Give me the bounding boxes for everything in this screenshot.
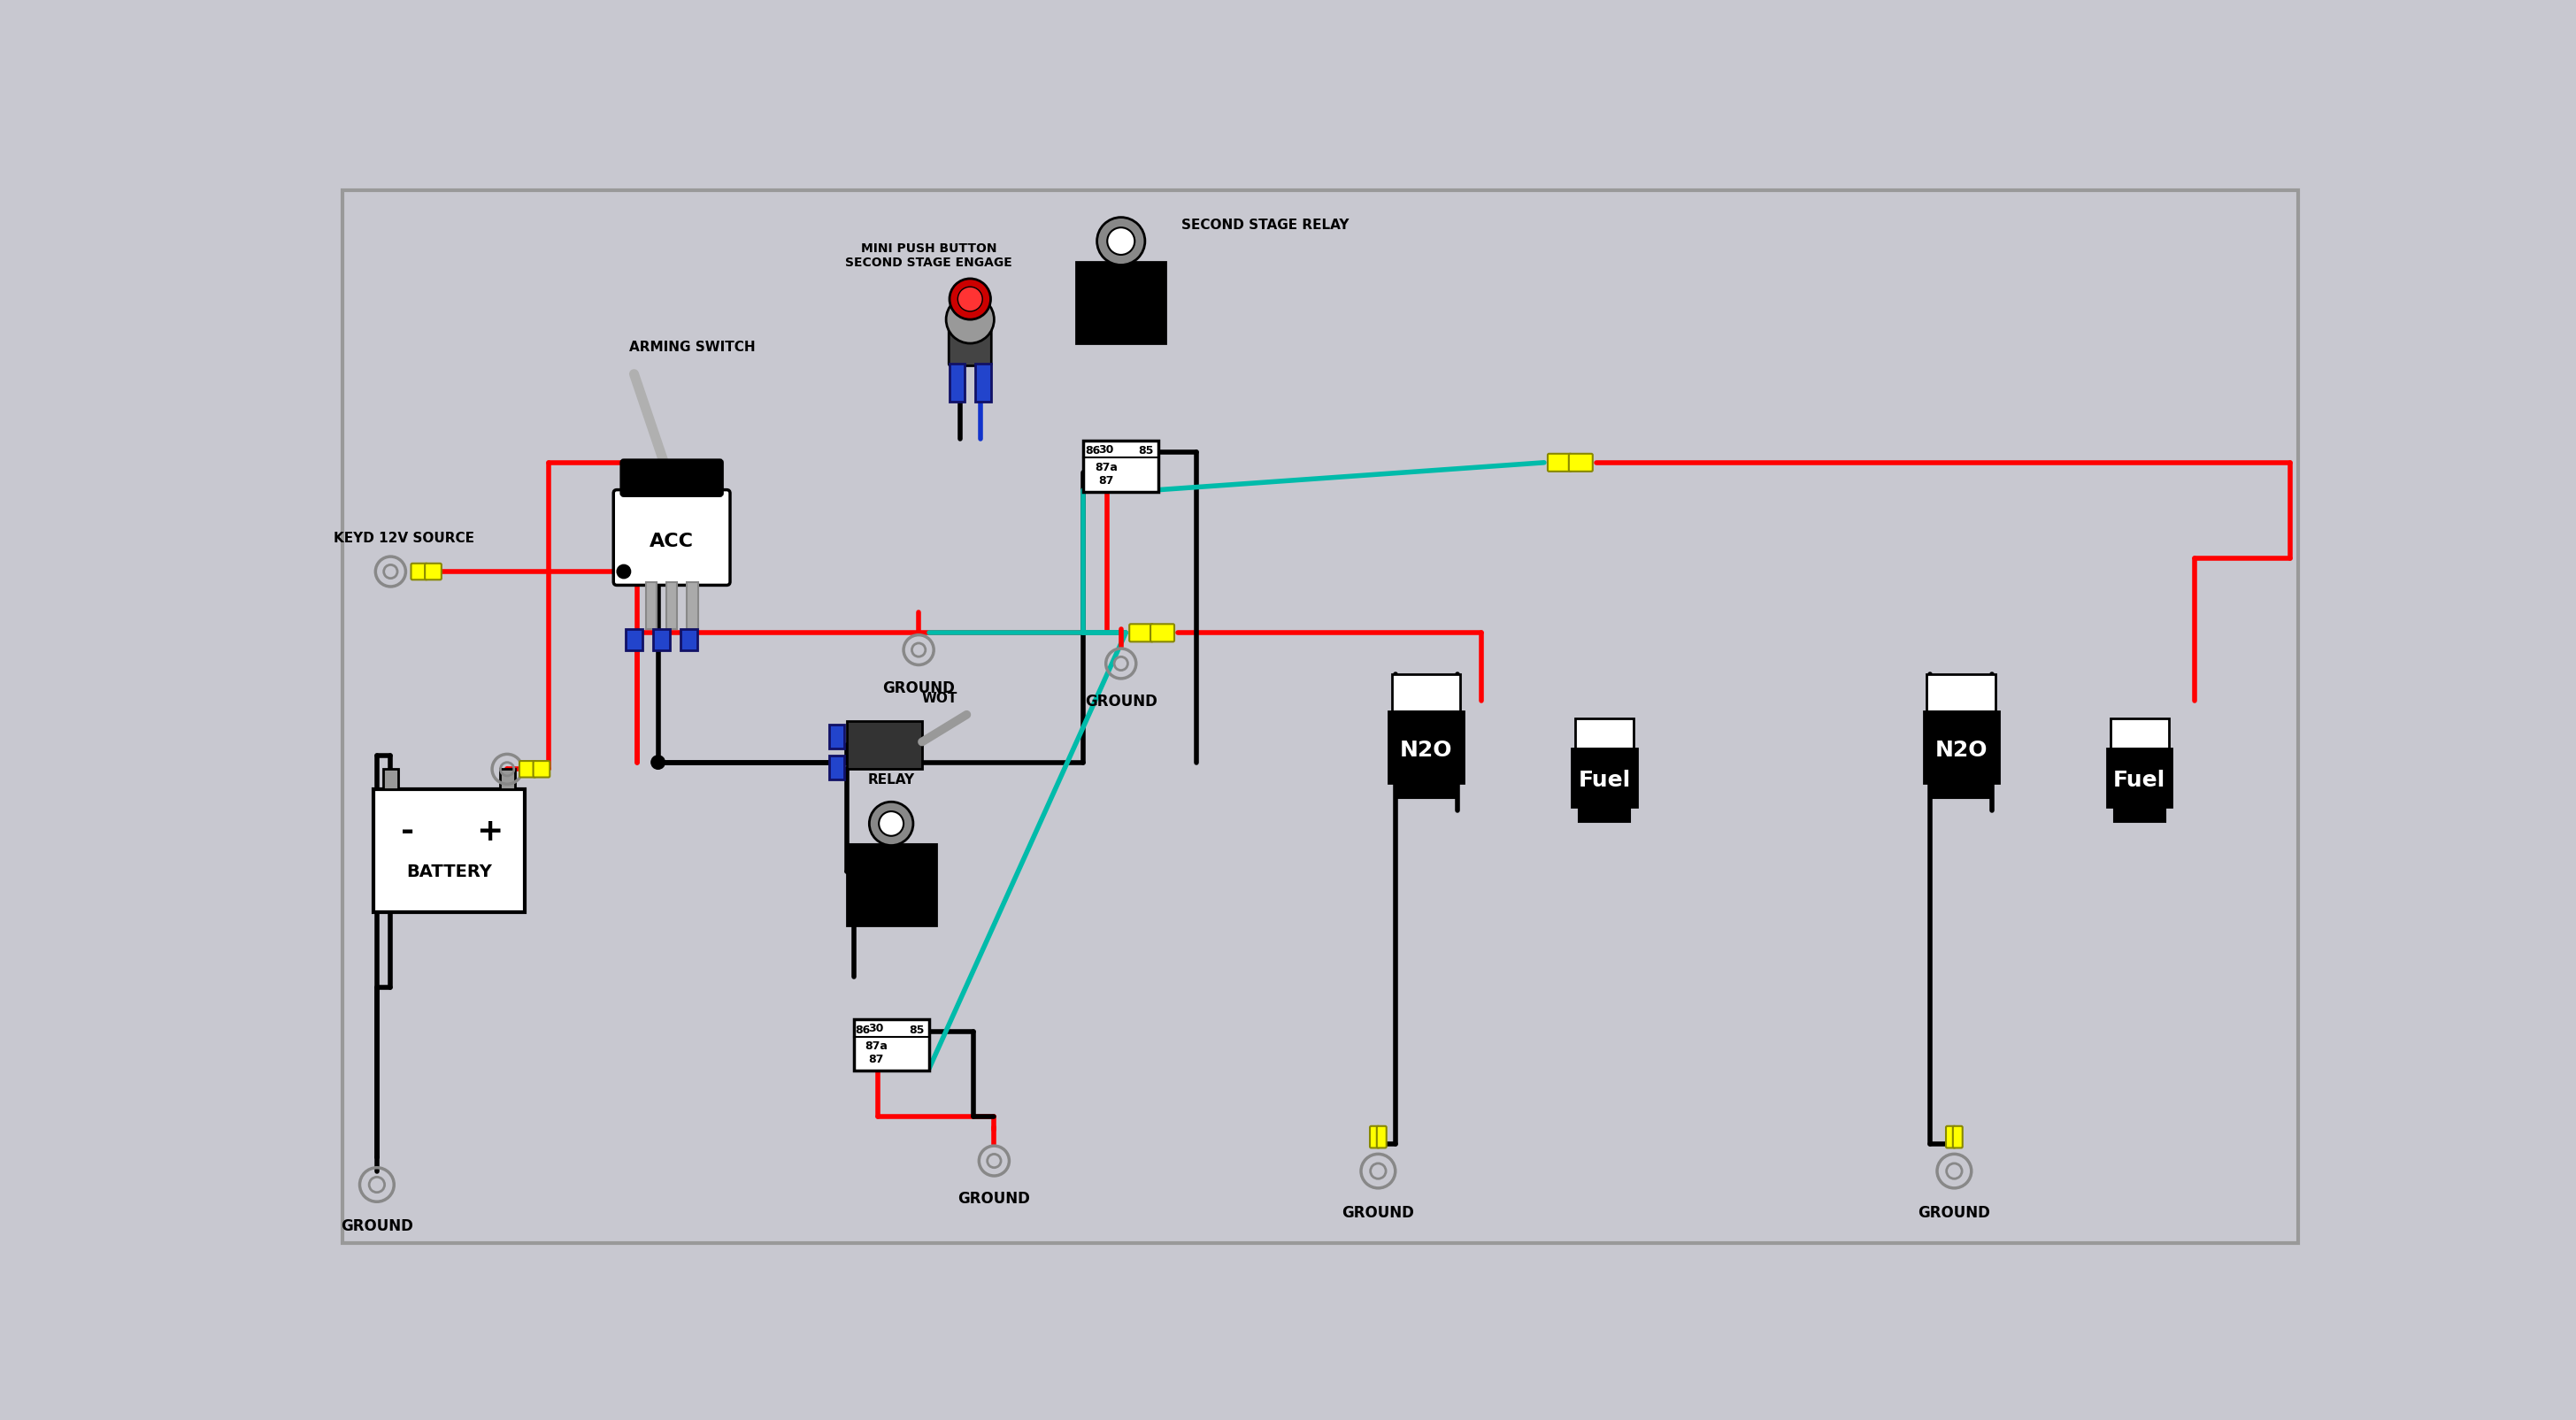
FancyBboxPatch shape [1953, 1126, 1963, 1147]
Text: GROUND: GROUND [340, 1218, 412, 1234]
FancyBboxPatch shape [374, 790, 526, 913]
FancyBboxPatch shape [1391, 674, 1461, 711]
FancyBboxPatch shape [1077, 263, 1164, 344]
FancyBboxPatch shape [654, 630, 670, 650]
Text: 85: 85 [1139, 444, 1154, 456]
FancyBboxPatch shape [1388, 711, 1463, 784]
FancyBboxPatch shape [613, 490, 729, 585]
Text: Fuel: Fuel [1579, 770, 1631, 791]
Text: 86: 86 [855, 1024, 871, 1035]
FancyBboxPatch shape [1945, 1126, 1955, 1147]
FancyBboxPatch shape [1370, 1126, 1381, 1147]
Text: +: + [477, 815, 502, 846]
Text: 87a: 87a [1095, 462, 1118, 473]
Text: 87: 87 [1097, 474, 1113, 486]
FancyBboxPatch shape [425, 564, 440, 581]
Circle shape [652, 755, 665, 770]
Text: MINI PUSH BUTTON
SECOND STAGE ENGAGE: MINI PUSH BUTTON SECOND STAGE ENGAGE [845, 243, 1012, 268]
FancyBboxPatch shape [520, 761, 536, 778]
Text: SECOND STAGE RELAY: SECOND STAGE RELAY [1182, 219, 1350, 231]
Text: 87: 87 [868, 1054, 884, 1065]
FancyBboxPatch shape [1396, 784, 1458, 798]
FancyBboxPatch shape [951, 365, 963, 402]
Text: 87a: 87a [866, 1039, 889, 1051]
FancyBboxPatch shape [343, 190, 2298, 1244]
Text: GROUND: GROUND [958, 1190, 1030, 1207]
Circle shape [616, 565, 631, 579]
FancyBboxPatch shape [948, 318, 992, 366]
FancyBboxPatch shape [1151, 625, 1175, 642]
Text: 85: 85 [909, 1024, 925, 1035]
FancyBboxPatch shape [688, 582, 698, 630]
FancyBboxPatch shape [829, 755, 845, 780]
FancyBboxPatch shape [848, 721, 922, 770]
Text: N2O: N2O [1399, 740, 1453, 760]
FancyBboxPatch shape [384, 770, 399, 790]
FancyBboxPatch shape [626, 630, 641, 650]
FancyBboxPatch shape [1376, 1126, 1386, 1147]
FancyBboxPatch shape [853, 1020, 930, 1071]
FancyBboxPatch shape [667, 582, 677, 630]
FancyBboxPatch shape [1548, 454, 1571, 471]
Circle shape [958, 287, 981, 312]
FancyBboxPatch shape [533, 761, 549, 778]
Circle shape [951, 280, 992, 320]
FancyBboxPatch shape [2107, 750, 2172, 807]
Circle shape [1108, 229, 1133, 256]
FancyBboxPatch shape [647, 582, 657, 630]
FancyBboxPatch shape [2110, 719, 2169, 750]
Text: ARMING SWITCH: ARMING SWITCH [629, 341, 755, 354]
FancyBboxPatch shape [680, 630, 698, 650]
FancyBboxPatch shape [829, 726, 845, 750]
Text: 86: 86 [1084, 444, 1100, 456]
FancyBboxPatch shape [1924, 711, 1999, 784]
Text: N2O: N2O [1935, 740, 1989, 760]
Text: WOT: WOT [922, 692, 958, 704]
Circle shape [1097, 219, 1144, 266]
Text: ACC: ACC [649, 532, 693, 551]
FancyBboxPatch shape [1128, 625, 1154, 642]
FancyBboxPatch shape [2115, 807, 2164, 822]
FancyBboxPatch shape [1579, 807, 1631, 822]
Text: GROUND: GROUND [1919, 1204, 1991, 1220]
FancyBboxPatch shape [621, 460, 721, 497]
Text: 30: 30 [1097, 443, 1113, 454]
FancyBboxPatch shape [1084, 442, 1159, 493]
Text: BATTERY: BATTERY [407, 863, 492, 880]
Circle shape [878, 812, 904, 836]
Circle shape [945, 297, 994, 344]
Text: Fuel: Fuel [2112, 770, 2166, 791]
FancyBboxPatch shape [848, 845, 935, 926]
FancyBboxPatch shape [1927, 674, 1996, 711]
FancyBboxPatch shape [1577, 719, 1633, 750]
FancyBboxPatch shape [1571, 750, 1636, 807]
FancyBboxPatch shape [976, 365, 992, 402]
Text: GROUND: GROUND [884, 680, 956, 696]
FancyBboxPatch shape [1929, 784, 1991, 798]
Text: KEYD 12V SOURCE: KEYD 12V SOURCE [335, 531, 474, 545]
Text: -: - [402, 815, 415, 846]
Circle shape [868, 802, 912, 846]
Text: GROUND: GROUND [1084, 693, 1157, 710]
Text: 30: 30 [868, 1022, 884, 1034]
FancyBboxPatch shape [412, 564, 428, 581]
Text: RELAY: RELAY [868, 772, 914, 787]
Text: GROUND: GROUND [1342, 1204, 1414, 1220]
FancyBboxPatch shape [1569, 454, 1592, 471]
FancyBboxPatch shape [500, 770, 515, 790]
